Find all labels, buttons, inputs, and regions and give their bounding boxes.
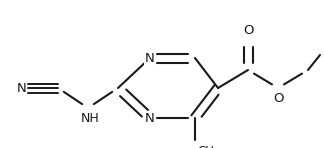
Text: NH: NH <box>81 112 99 125</box>
Text: N: N <box>16 82 26 95</box>
Text: O: O <box>243 24 253 37</box>
Text: N: N <box>145 52 155 65</box>
Text: N: N <box>145 111 155 124</box>
Text: O: O <box>273 92 283 105</box>
Text: CH₃: CH₃ <box>197 145 219 148</box>
